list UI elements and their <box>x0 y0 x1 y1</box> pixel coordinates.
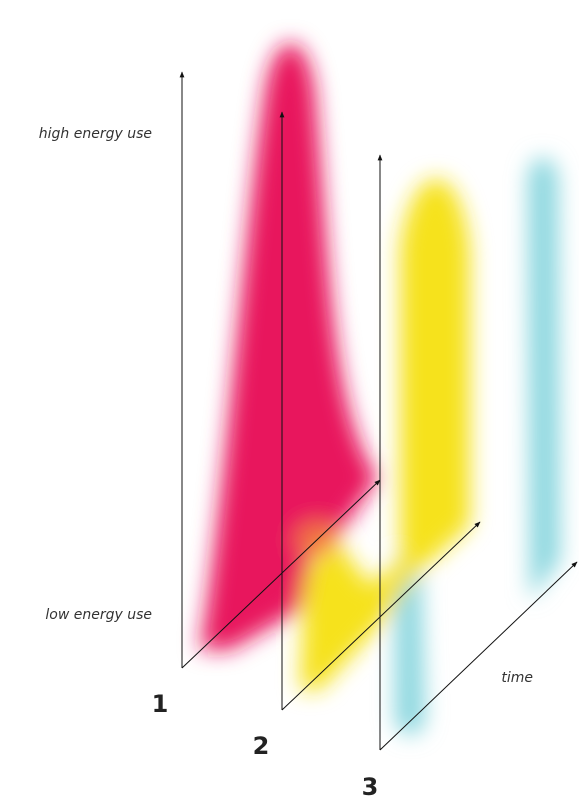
time-label: time <box>501 670 533 686</box>
cyan-tall <box>528 158 560 601</box>
diagram: high energy use low energy use time 1 2 … <box>0 0 579 799</box>
high-label: high energy use <box>39 126 152 142</box>
pink-shape <box>200 43 378 650</box>
axis-number: 1 <box>152 690 169 718</box>
orange-overlap <box>296 522 340 558</box>
low-label: low energy use <box>45 607 152 623</box>
axis-number: 3 <box>362 773 379 799</box>
axis-number: 2 <box>253 732 270 760</box>
